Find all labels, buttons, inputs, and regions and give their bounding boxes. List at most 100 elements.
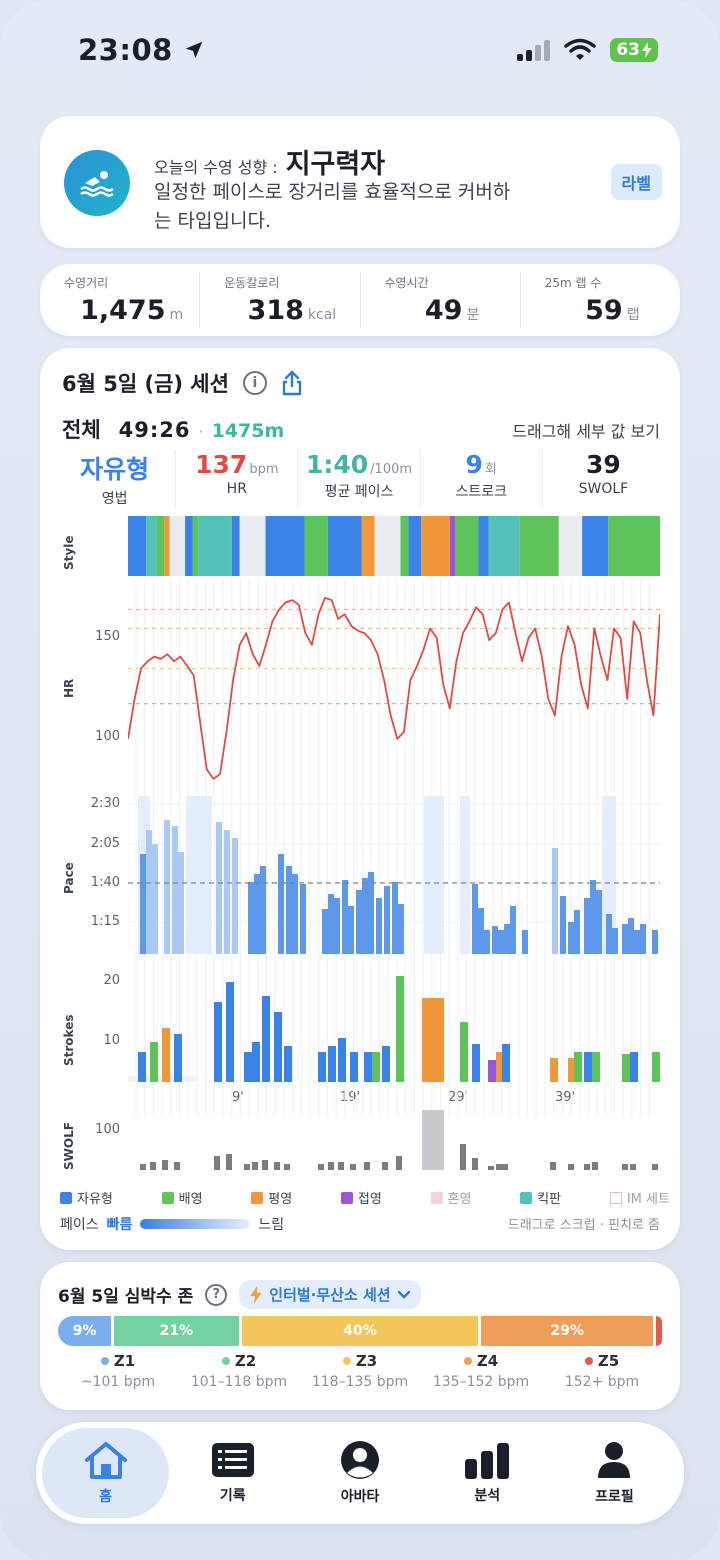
stat-swolf: 39 SWOLF	[543, 450, 664, 508]
pace-bar	[328, 894, 334, 954]
clock-time: 23:08	[78, 33, 173, 67]
tab-avatar[interactable]: 아바타	[296, 1428, 423, 1518]
avatar-icon	[341, 1441, 379, 1479]
metric-value: 49	[424, 295, 463, 326]
x-tick: 9'	[232, 1090, 244, 1105]
hr-zone-card: 6월 5일 심박수 존 ? 인터벌·무산소 세션 9% 21% 40% 29% Z1 ~…	[40, 1262, 680, 1410]
pace-bar	[178, 852, 184, 954]
legend-label: 자유형	[77, 1192, 113, 1207]
stat-pace: 1:40/100m 평균 페이스	[298, 450, 421, 508]
metric-unit: kcal	[307, 307, 337, 323]
pace-bar	[224, 830, 230, 954]
zone-range: ~101 bpm	[80, 1374, 156, 1390]
zone-segment: 9%	[58, 1316, 112, 1346]
pace-bar	[376, 898, 382, 954]
pace-bar	[392, 882, 398, 954]
pace-bar	[472, 884, 478, 954]
location-arrow-icon	[185, 41, 203, 59]
swolf-bar	[364, 1162, 370, 1170]
pace-legend: 페이스 빠름 느림	[60, 1214, 284, 1234]
pace-bar	[362, 878, 368, 954]
pace-tick: 1:40	[90, 875, 120, 890]
pace-bar	[368, 872, 374, 954]
session-type-dropdown[interactable]: 인터벌·무산소 세션	[239, 1280, 421, 1309]
swolf-bar	[174, 1162, 180, 1170]
stat-unit: bpm	[249, 462, 279, 477]
stroke-bar	[338, 1038, 346, 1082]
legend-label: IM 세트	[626, 1192, 670, 1207]
stroke-bar	[364, 1052, 372, 1082]
pace-bar	[300, 884, 306, 954]
metric-label: 수영시간	[384, 276, 429, 290]
legend-label: 접영	[357, 1192, 382, 1207]
stroke-tick: 20	[103, 973, 120, 988]
style-segment	[488, 516, 520, 576]
swolf-bar	[162, 1160, 168, 1170]
stroke-bar	[252, 1042, 260, 1082]
share-icon[interactable]	[281, 370, 303, 396]
zone-name-text: Z5	[597, 1352, 620, 1370]
tab-home[interactable]: 홈	[42, 1428, 170, 1518]
metric-label: 25m 랩 수	[544, 276, 602, 290]
zone-legend-item: Z2 101–118 bpm	[179, 1352, 299, 1390]
stroke-legend: 자유형 배영 평영 접영 혼영 킥판 IM 세트	[60, 1188, 670, 1207]
pace-bar	[146, 830, 152, 954]
style-segment	[265, 516, 305, 576]
zone-legend-item: Z3 118–135 bpm	[300, 1352, 420, 1390]
pace-bar	[492, 926, 498, 954]
stroke-bar	[502, 1044, 510, 1082]
hr-tick: 100	[95, 729, 120, 744]
pace-bar	[398, 904, 404, 954]
pace-slow-label: 느림	[258, 1217, 285, 1233]
pace-tick: 2:05	[90, 836, 120, 851]
info-icon[interactable]: i	[242, 371, 267, 395]
help-icon[interactable]: ?	[205, 1283, 228, 1306]
zone-name-text: Z2	[234, 1352, 257, 1370]
pace-bar	[574, 910, 580, 954]
swim-type-prefix: 오늘의 수영 성향 :	[154, 158, 278, 177]
swolf-bar	[350, 1164, 356, 1170]
session-total-row: 전체 49:26 · 1475m 드래그해 세부 값 보기	[62, 414, 660, 444]
label-button[interactable]: 라벨	[610, 164, 662, 200]
stroke-bar	[592, 1052, 600, 1082]
pace-bar	[612, 928, 618, 954]
zone-range: 152+ bpm	[564, 1374, 640, 1390]
stroke-bar	[214, 1002, 222, 1082]
zone-range: 118–135 bpm	[311, 1374, 409, 1390]
zone-name: Z1	[58, 1352, 178, 1370]
pace-bar	[140, 854, 146, 954]
tab-analysis[interactable]: 분석	[424, 1428, 551, 1518]
stroke-bar	[328, 1046, 336, 1082]
legend-swatch	[60, 1191, 72, 1204]
swim-type-card[interactable]: 오늘의 수영 성향 : 지구력자 일정한 페이스로 장거리를 효율적으로 커버하…	[40, 116, 680, 248]
legend-item: 배영	[161, 1188, 203, 1207]
swolf-tick: 100	[95, 1122, 120, 1137]
tab-profile[interactable]: 프로필	[551, 1428, 678, 1518]
swolf-bar	[550, 1162, 556, 1170]
list-icon	[211, 1443, 254, 1477]
hr-line	[128, 596, 660, 780]
tab-records[interactable]: 기록	[169, 1428, 296, 1518]
swolf-bar	[252, 1162, 258, 1170]
total-time: 49:26	[118, 418, 191, 442]
battery-level: 63	[616, 40, 640, 60]
rest-band	[602, 796, 616, 954]
swolf-bar	[382, 1162, 388, 1170]
hr-zone-title: 6월 5일 심박수 존	[58, 1287, 194, 1307]
swim-type-description: 일정한 페이스로 장거리를 효율적으로 커버하는 타입입니다.	[154, 181, 511, 232]
stroke-bar	[460, 1022, 468, 1082]
pace-bar	[622, 924, 628, 954]
stroke-bar	[622, 1054, 630, 1082]
pace-bar	[384, 886, 390, 954]
style-segment	[582, 516, 609, 576]
swolf-bar	[328, 1162, 334, 1170]
style-segment	[519, 516, 559, 576]
tab-label: 분석	[474, 1488, 501, 1504]
style-segment	[146, 516, 157, 576]
pace-bar	[254, 874, 260, 954]
zone-dot	[463, 1357, 472, 1365]
swolf-bar	[592, 1162, 598, 1170]
pace-bar	[348, 906, 354, 954]
session-chart[interactable]	[128, 516, 660, 1176]
pace-fast-label: 빠름	[106, 1217, 133, 1233]
